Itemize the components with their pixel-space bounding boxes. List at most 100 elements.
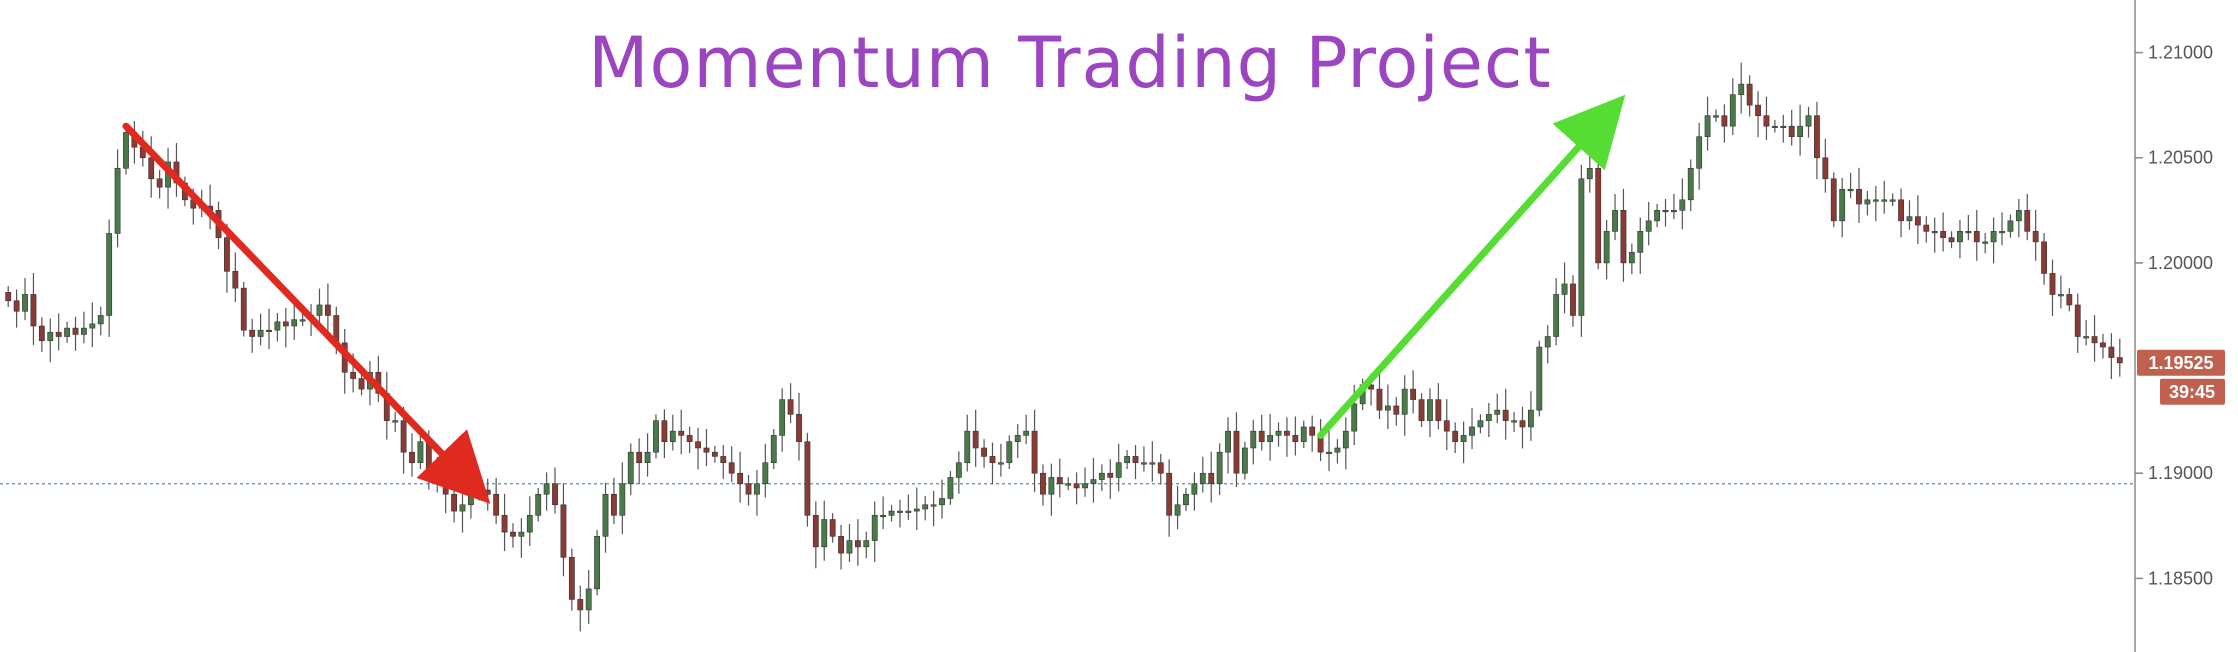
candle-up: [123, 132, 129, 169]
candle-up: [1023, 430, 1030, 436]
trend-arrows: [122, 94, 1626, 504]
candle-up: [1864, 199, 1871, 205]
candle-up: [922, 504, 929, 510]
y-tick-label: 1.19000: [2148, 463, 2213, 483]
candle-down: [728, 462, 735, 474]
candle-up: [1401, 388, 1408, 415]
current-price-box: 1.19525 39:45: [2137, 349, 2225, 405]
candle-up: [1427, 399, 1433, 421]
candle-down: [1940, 231, 1947, 238]
candle-down: [1418, 399, 1425, 421]
candle-up: [1544, 336, 1551, 348]
candle-up: [1805, 115, 1812, 127]
candle-up: [1124, 456, 1131, 464]
candle-up: [1536, 346, 1543, 411]
candle-down: [1107, 472, 1114, 478]
candle-up: [1098, 472, 1105, 480]
candle-up: [1628, 252, 1635, 264]
candle-up: [1199, 472, 1206, 485]
candle-up: [1889, 199, 1896, 202]
candle-down: [38, 325, 45, 342]
candle-down: [442, 483, 449, 495]
candle-up: [821, 519, 828, 548]
candle-down: [1595, 167, 1602, 264]
candle-up: [535, 493, 542, 516]
candle-down: [2032, 231, 2039, 243]
candle-down: [981, 447, 987, 457]
candle-down: [661, 420, 668, 442]
candle-up: [905, 510, 912, 513]
candle-up: [316, 304, 323, 316]
candle-down: [703, 447, 710, 453]
candle-down: [1721, 115, 1728, 127]
candle-down: [30, 294, 37, 327]
candle-down: [409, 451, 415, 464]
candle-up: [669, 430, 676, 442]
candle-down: [55, 332, 62, 337]
y-tick-label: 1.18500: [2148, 568, 2213, 588]
candle-up: [1957, 231, 1963, 243]
candle-down: [829, 519, 836, 537]
candle-down: [560, 504, 567, 558]
candle-up: [257, 329, 264, 337]
candle-down: [148, 157, 155, 180]
candle-up: [1225, 430, 1231, 453]
candle-up: [1511, 420, 1517, 423]
candle-up: [2015, 210, 2022, 222]
candle-down: [804, 441, 811, 516]
candle-down: [324, 304, 331, 316]
candle-down: [838, 536, 844, 554]
candle-up: [1090, 479, 1097, 485]
candle-down: [1040, 472, 1046, 495]
candle-up: [114, 167, 121, 234]
candle-up: [1797, 125, 1804, 138]
candle-down: [1923, 224, 1930, 232]
candle-down: [1157, 462, 1164, 474]
candle-up: [467, 493, 474, 506]
candle-up: [1183, 493, 1189, 506]
candle-down: [1258, 430, 1265, 442]
candle-up: [1384, 405, 1391, 411]
candle-down: [249, 329, 256, 337]
candle-down: [1822, 157, 1829, 180]
candle-down: [854, 540, 861, 548]
countdown-rect: [2160, 378, 2225, 405]
candle-down: [678, 430, 685, 436]
candle-up: [880, 514, 887, 518]
candle-down: [636, 451, 643, 464]
candle-down: [400, 420, 407, 453]
candle-up: [22, 294, 28, 312]
candle-up: [1191, 483, 1198, 495]
candle-up: [1469, 426, 1475, 436]
candle-down: [1208, 472, 1215, 485]
candle-down: [686, 435, 693, 442]
candle-up: [1527, 409, 1534, 428]
candle-up: [1326, 451, 1332, 454]
candle-up: [955, 462, 962, 478]
candle-up: [1485, 414, 1492, 421]
candle-down: [1031, 430, 1038, 474]
candle-down: [1755, 104, 1761, 116]
candle-up: [1990, 231, 1997, 243]
candle-up: [1014, 435, 1021, 442]
candle-up: [1704, 115, 1711, 138]
candle-down: [1376, 388, 1383, 411]
candle-down: [282, 321, 289, 327]
candle-down: [1898, 199, 1904, 222]
candle-down: [720, 456, 727, 464]
candle-up: [1637, 231, 1644, 253]
candle-down: [434, 472, 441, 485]
candle-up: [1149, 462, 1156, 465]
candle-up: [417, 441, 424, 464]
candle-down: [2116, 357, 2123, 364]
candle-up: [2083, 336, 2090, 339]
candle-down: [13, 300, 20, 312]
candle-down: [1788, 125, 1795, 138]
candle-up: [1687, 167, 1694, 201]
candle-up: [1216, 451, 1223, 485]
candle-up: [846, 540, 853, 554]
candle-down: [1502, 409, 1509, 421]
downtrend-arrow: [122, 122, 491, 504]
candle-down: [1620, 210, 1627, 264]
candle-down: [156, 178, 163, 188]
